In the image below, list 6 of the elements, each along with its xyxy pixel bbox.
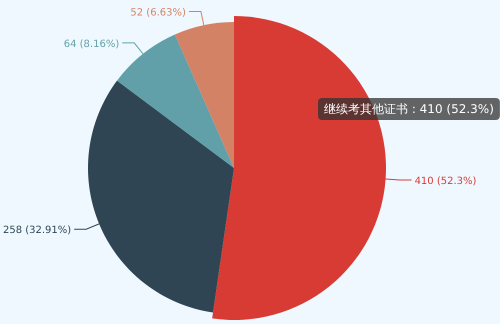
slice-label: 继续考其他证书 : 410 (52.3%) <box>324 102 494 116</box>
data-label: 258 (32.91%) <box>2 225 72 236</box>
data-label: 410 (52.3%) <box>414 176 477 187</box>
data-label: 52 (6.63%) <box>130 7 186 18</box>
tooltip: 继续考其他证书 : 410 (52.3%) <box>318 98 500 120</box>
data-label: 64 (8.16%) <box>64 38 120 50</box>
